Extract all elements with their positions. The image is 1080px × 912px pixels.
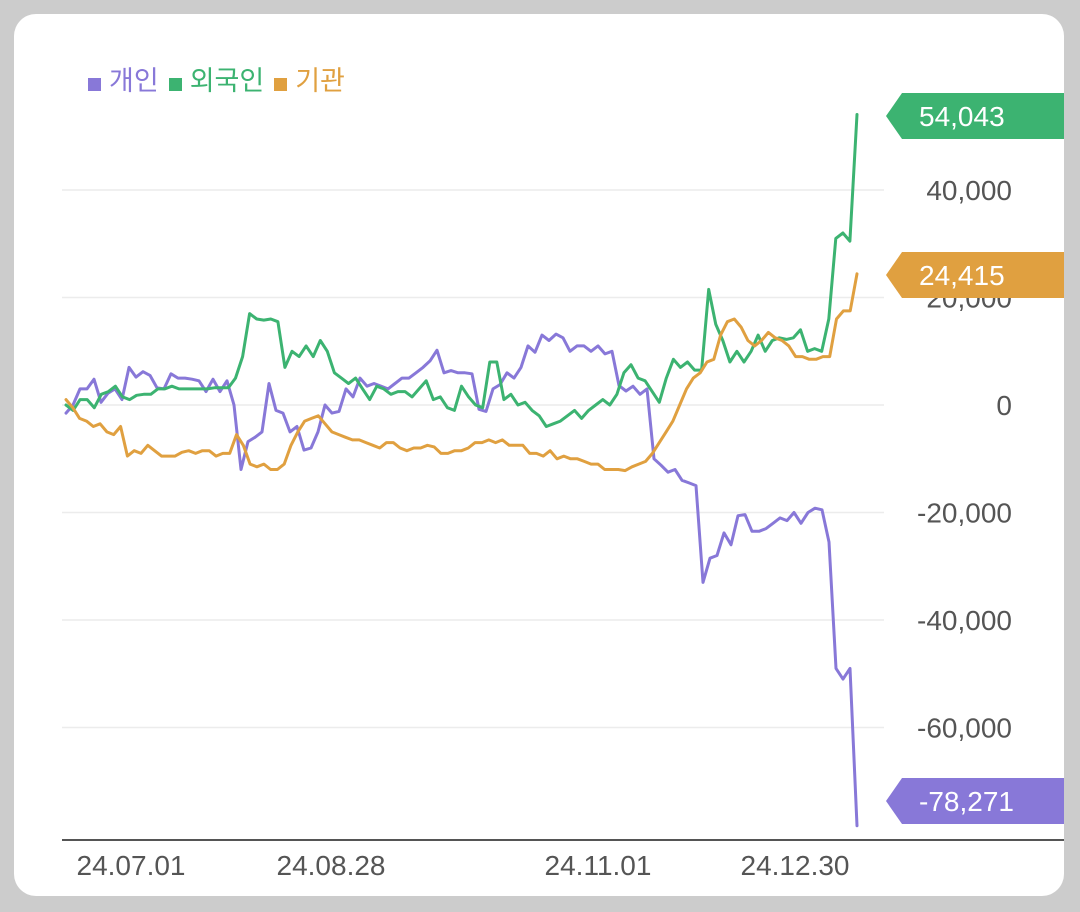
y-tick-label: -20,000 bbox=[917, 498, 1012, 529]
legend-item: 외국인 bbox=[168, 64, 265, 100]
legend-swatch bbox=[168, 77, 182, 91]
legend-item: 개인 bbox=[88, 64, 159, 100]
end-value-flag-bg bbox=[886, 778, 1064, 824]
series-line-1 bbox=[64, 332, 859, 828]
x-tick-label: 24.07.01 bbox=[77, 850, 186, 881]
legend-label: 기관 bbox=[295, 66, 345, 97]
x-tick-label: 24.12.30 bbox=[741, 850, 850, 881]
y-tick-label: 40,000 bbox=[926, 175, 1012, 206]
series-line-2 bbox=[64, 113, 859, 428]
legend-swatch bbox=[274, 77, 288, 91]
legend-label: 외국인 bbox=[189, 66, 265, 97]
y-tick-label: 0 bbox=[996, 390, 1012, 421]
legend-label: 개인 bbox=[109, 66, 159, 97]
end-value-label: 54,043 bbox=[919, 101, 1005, 132]
legend-item: 기관 bbox=[274, 64, 345, 100]
legend: 개인 외국인 기관 bbox=[88, 64, 345, 100]
y-tick-label: -40,000 bbox=[917, 605, 1012, 636]
series-line-3 bbox=[64, 272, 859, 473]
chart: 40,00020,0000-20,000-40,000-60,00024.07.… bbox=[62, 93, 1064, 881]
end-value-flag: 54,043 bbox=[886, 93, 1064, 139]
legend-swatch bbox=[88, 77, 101, 91]
y-tick-label: -60,000 bbox=[917, 713, 1012, 744]
x-tick-label: 24.11.01 bbox=[545, 850, 652, 881]
end-value-flag-bg bbox=[886, 252, 1064, 298]
end-value-flag: -78,271 bbox=[886, 778, 1064, 824]
end-value-flag-bg bbox=[886, 93, 1064, 139]
end-value-label: -78,271 bbox=[919, 786, 1014, 817]
end-value-label: 24,415 bbox=[919, 260, 1005, 291]
x-tick-label: 24.08.28 bbox=[277, 850, 386, 881]
end-value-flag: 24,415 bbox=[886, 252, 1064, 298]
